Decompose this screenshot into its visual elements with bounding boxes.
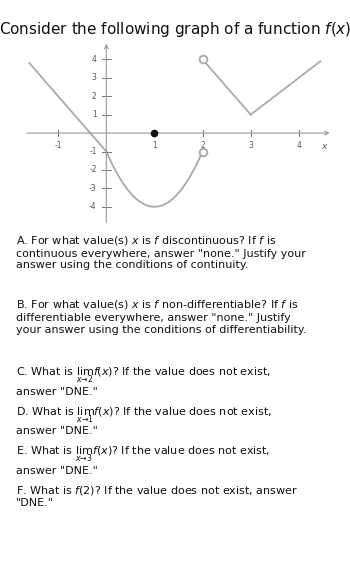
Text: -2: -2 [89, 166, 97, 174]
Text: 1: 1 [92, 110, 97, 119]
Text: $x$: $x$ [321, 142, 329, 152]
Text: 2: 2 [92, 92, 97, 101]
Text: 1: 1 [152, 142, 157, 150]
Text: 4: 4 [296, 142, 301, 150]
Text: -3: -3 [89, 184, 97, 193]
Text: Consider the following graph of a function $f(x)$: Consider the following graph of a functi… [0, 20, 350, 39]
Text: 4: 4 [92, 55, 97, 64]
Text: -4: -4 [89, 202, 97, 211]
Text: 3: 3 [248, 142, 253, 150]
Text: -1: -1 [89, 147, 97, 156]
Text: D. What is $\lim_{x \to 1}f(x)$? If the value does not exist,
answer "DNE.": D. What is $\lim_{x \to 1}f(x)$? If the … [16, 405, 272, 436]
Text: 3: 3 [92, 73, 97, 82]
Text: -1: -1 [55, 142, 62, 150]
Text: 2: 2 [200, 142, 205, 150]
Text: B. For what value(s) $x$ is $f$ non-differentiable? If $f$ is
differentiable eve: B. For what value(s) $x$ is $f$ non-diff… [16, 298, 306, 335]
Text: F. What is $f(2)$? If the value does not exist, answer
"DNE.": F. What is $f(2)$? If the value does not… [16, 484, 298, 508]
Text: C. What is $\lim_{x \to 2}f(x)$? If the value does not exist,
answer "DNE.": C. What is $\lim_{x \to 2}f(x)$? If the … [16, 366, 271, 397]
Text: E. What is $\lim_{x \to 3}f(x)$? If the value does not exist,
answer "DNE.": E. What is $\lim_{x \to 3}f(x)$? If the … [16, 445, 270, 476]
Text: A. For what value(s) $x$ is $f$ discontinuous? If $f$ is
continuous everywhere, : A. For what value(s) $x$ is $f$ disconti… [16, 234, 306, 270]
